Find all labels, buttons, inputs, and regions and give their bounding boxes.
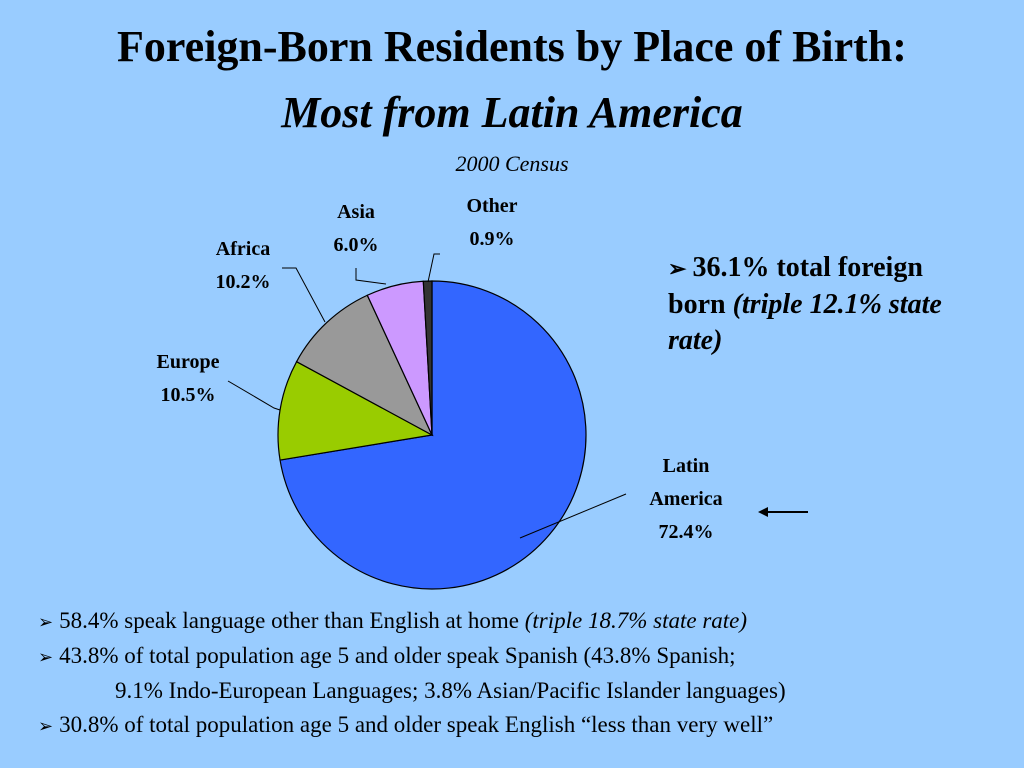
bullet-text: 9.1% Indo-European Languages; 3.8% Asian… [115,678,786,703]
callout-lead: 36.1% total foreign born [668,252,923,320]
bullet-continuation: 9.1% Indo-European Languages; 3.8% Asian… [38,674,998,708]
bullet-list: ➢ 58.4% speak language other than English… [38,604,998,743]
bullet-arrow-icon: ➢ [38,716,54,736]
pie-slice-africa [295,294,434,437]
census-label: 2000 Census [455,151,569,176]
slice-label: Latin America 72.4% [649,455,722,543]
pie-slice-europe [277,360,434,461]
leader-line [282,267,326,323]
bullet-text: 58.4% speak language other than English … [59,608,525,633]
slice-label: Europe 10.5% [157,351,220,406]
bullet-italic-text: (triple 18.7% state rate) [524,608,748,633]
leader-line [427,253,440,283]
pie-chart: Latin America 72.4% Europe 10.5% Africa 10.2% A… [157,195,808,590]
bullet-arrow-icon: ➢ [38,647,54,667]
slice-label: Asia 6.0% [334,201,379,256]
slice-label: Africa 10.2% [216,238,271,293]
bullet-item: ➢ 58.4% speak language other than English… [38,604,998,639]
slice-label: Other 0.9% [466,195,517,250]
slide-subtitle: Most from Latin America [281,88,743,137]
bullet-item: ➢ 30.8% of total population age 5 and old… [38,708,998,743]
callout-tail: (triple 12.1% state rate) [668,289,942,356]
slide-title: Foreign-Born Residents by Place of Birth… [117,22,907,71]
leader-line [355,268,387,285]
bullet-text: 30.8% of total population age 5 and olde… [59,712,774,737]
bullet-arrow-icon: ➢ [38,612,54,632]
leader-line [519,493,627,539]
leader-line [227,380,281,411]
bullet-item: ➢ 43.8% of total population age 5 and old… [38,639,998,674]
bullet-text: 43.8% of total population age 5 and olde… [59,643,736,668]
pointer-arrow [758,507,808,517]
foreign-born-callout: ➢ 36.1% total foreign born (triple 12.1% … [668,250,968,359]
pie-slice-other [422,280,433,436]
callout-bullet-icon: ➢ [668,256,687,281]
